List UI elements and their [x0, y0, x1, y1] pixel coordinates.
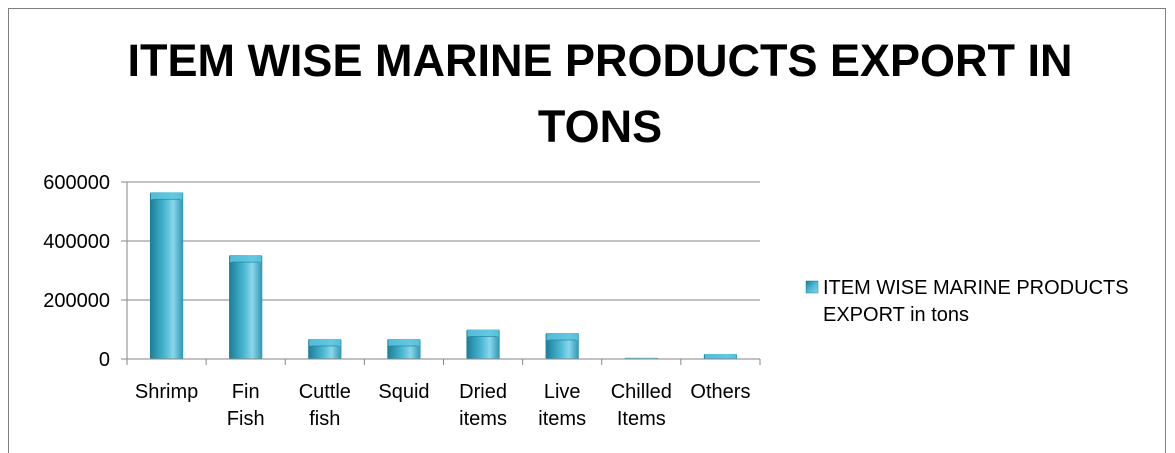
bar-bevel	[625, 357, 657, 359]
bar	[308, 338, 342, 359]
bar	[229, 255, 263, 359]
x-tick-label: Fin	[232, 381, 260, 403]
bar	[149, 192, 184, 359]
bar-body	[149, 192, 184, 359]
bar-bevel	[309, 338, 341, 346]
y-tick-label: 600000	[43, 172, 110, 194]
x-tick-label: Chilled	[611, 381, 672, 403]
x-tick-label: Others	[690, 381, 750, 403]
x-tick-label: Dried	[459, 381, 507, 403]
x-tick-label: fish	[309, 408, 340, 430]
x-tick-label: Shrimp	[135, 381, 198, 403]
x-tick-label: Squid	[378, 381, 429, 403]
chart-frame	[8, 8, 1166, 453]
legend-swatch	[805, 280, 819, 294]
x-tick-label: Fish	[227, 408, 265, 430]
y-tick-label: 200000	[43, 290, 110, 312]
chart-title: ITEM WISE MARINE PRODUCTS EXPORT IN TONS	[127, 35, 1073, 152]
bar-bevel	[467, 329, 499, 337]
bar-bevel	[230, 255, 262, 263]
bar	[703, 353, 738, 360]
bar-bevel	[388, 338, 420, 346]
bar	[466, 329, 500, 359]
x-tick-label: items	[459, 408, 507, 430]
bar-body	[229, 255, 263, 359]
x-tick-label: Live	[544, 381, 581, 403]
x-tick-label: Cuttle	[299, 381, 351, 403]
bar-bevel	[546, 333, 578, 341]
x-tick-label: items	[538, 408, 586, 430]
y-tick-label: 400000	[43, 231, 110, 253]
y-tick-label: 0	[99, 349, 110, 371]
x-tick-label: Items	[617, 408, 666, 430]
legend-label: ITEM WISE MARINE PRODUCTS	[823, 277, 1129, 299]
bar	[387, 338, 421, 359]
bar-bevel	[150, 192, 183, 200]
bar-bevel	[704, 353, 737, 359]
bar	[545, 333, 579, 359]
legend-label: EXPORT in tons	[823, 304, 969, 326]
